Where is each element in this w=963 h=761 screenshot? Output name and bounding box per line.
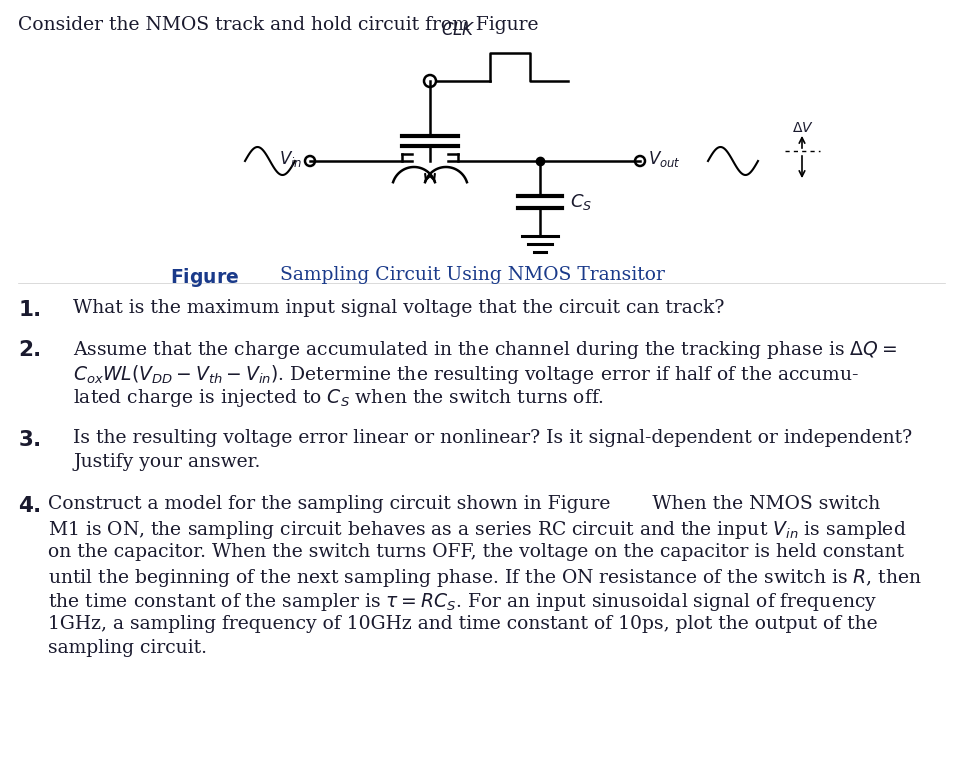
Text: $\mathbf{3.}$: $\mathbf{3.}$ [18, 429, 41, 451]
Text: Sampling Circuit Using NMOS Transitor: Sampling Circuit Using NMOS Transitor [280, 266, 664, 284]
Text: Justify your answer.: Justify your answer. [73, 453, 260, 471]
Text: Is the resulting voltage error linear or nonlinear? Is it signal-dependent or in: Is the resulting voltage error linear or… [73, 429, 912, 447]
Text: What is the maximum input signal voltage that the circuit can track?: What is the maximum input signal voltage… [73, 299, 724, 317]
Text: $CLK$: $CLK$ [440, 22, 476, 39]
Text: lated charge is injected to $C_S$ when the switch turns off.: lated charge is injected to $C_S$ when t… [73, 387, 604, 409]
Text: $\Delta V$: $\Delta V$ [792, 121, 814, 135]
Text: $C_S$: $C_S$ [570, 192, 592, 212]
Text: $V_{out}$: $V_{out}$ [648, 149, 681, 169]
Text: M1 is ON, the sampling circuit behaves as a series RC circuit and the input $V_{: M1 is ON, the sampling circuit behaves a… [48, 519, 906, 541]
Text: the time constant of the sampler is $\tau = RC_S$. For an input sinusoidal signa: the time constant of the sampler is $\ta… [48, 591, 877, 613]
Text: $\mathbf{1.}$: $\mathbf{1.}$ [18, 299, 41, 321]
Text: $\mathbf{Figure}$: $\mathbf{Figure}$ [170, 266, 239, 289]
Text: $\mathbf{4.}$: $\mathbf{4.}$ [18, 495, 41, 517]
Text: Construct a model for the sampling circuit shown in Figure       When the NMOS s: Construct a model for the sampling circu… [48, 495, 880, 513]
Text: $\mathbf{2.}$: $\mathbf{2.}$ [18, 339, 41, 361]
Text: until the beginning of the next sampling phase. If the ON resistance of the swit: until the beginning of the next sampling… [48, 567, 922, 589]
Text: $C_{ox}WL(V_{DD}-V_{th}-V_{in})$. Determine the resulting voltage error if half : $C_{ox}WL(V_{DD}-V_{th}-V_{in})$. Determ… [73, 363, 859, 386]
Text: 1GHz, a sampling frequency of 10GHz and time constant of 10ps, plot the output o: 1GHz, a sampling frequency of 10GHz and … [48, 615, 877, 633]
Text: $V_{in}$: $V_{in}$ [279, 149, 302, 169]
Text: on the capacitor. When the switch turns OFF, the voltage on the capacitor is hel: on the capacitor. When the switch turns … [48, 543, 904, 561]
Text: Assume that the charge accumulated in the channel during the tracking phase is $: Assume that the charge accumulated in th… [73, 339, 897, 361]
Text: sampling circuit.: sampling circuit. [48, 639, 207, 657]
Text: Consider the NMOS track and hold circuit from Figure: Consider the NMOS track and hold circuit… [18, 16, 538, 34]
